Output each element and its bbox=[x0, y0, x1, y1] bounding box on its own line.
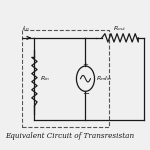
Text: $R_{out}$: $R_{out}$ bbox=[113, 24, 127, 33]
Text: +: + bbox=[82, 62, 88, 68]
Text: $I_{in}$: $I_{in}$ bbox=[22, 24, 30, 33]
Text: $R_m I_{in}$: $R_m I_{in}$ bbox=[96, 74, 112, 83]
Bar bbox=[22, 30, 109, 127]
Text: Equivalent Circuit of Transresistan: Equivalent Circuit of Transresistan bbox=[5, 132, 134, 140]
Text: $R_{in}$: $R_{in}$ bbox=[40, 74, 50, 83]
Text: −: − bbox=[82, 90, 89, 99]
